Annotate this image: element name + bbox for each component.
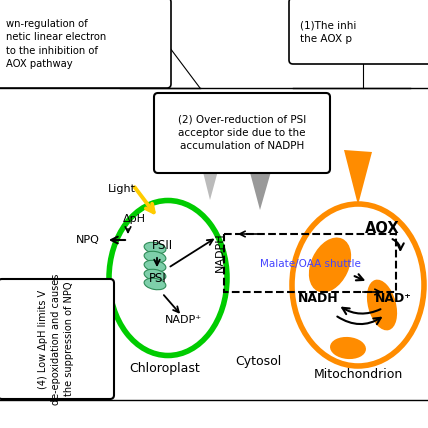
Text: PSII: PSII — [152, 238, 172, 252]
Ellipse shape — [144, 251, 166, 263]
Text: AOX: AOX — [365, 220, 399, 235]
Text: NAD⁺: NAD⁺ — [374, 291, 411, 304]
Text: Cytosol: Cytosol — [235, 355, 281, 368]
Ellipse shape — [367, 279, 397, 330]
Ellipse shape — [144, 260, 166, 272]
Text: PSI: PSI — [149, 271, 167, 285]
Text: Malate/OAA shuttle: Malate/OAA shuttle — [259, 259, 360, 269]
Ellipse shape — [144, 242, 166, 254]
Polygon shape — [195, 140, 225, 200]
Text: NADP⁺: NADP⁺ — [164, 315, 202, 325]
Ellipse shape — [144, 269, 166, 281]
Polygon shape — [344, 150, 372, 205]
Ellipse shape — [330, 337, 366, 359]
Text: NADH: NADH — [298, 291, 338, 304]
Text: Light: Light — [108, 184, 136, 194]
FancyBboxPatch shape — [289, 0, 428, 64]
Text: Chloroplast: Chloroplast — [130, 362, 200, 375]
FancyBboxPatch shape — [0, 0, 171, 88]
Text: wn-regulation of
netic linear electron
to the inhibition of
AOX pathway: wn-regulation of netic linear electron t… — [6, 19, 106, 69]
Ellipse shape — [144, 278, 166, 290]
Text: Mitochondrion: Mitochondrion — [313, 368, 403, 381]
Text: (1)The inhi
the AOX p: (1)The inhi the AOX p — [300, 21, 357, 44]
Bar — [224, 234, 396, 292]
Text: (4) Low ΔpH limits V
de-epoxidation and causes
the suppression of NPQ: (4) Low ΔpH limits V de-epoxidation and … — [38, 273, 74, 405]
Text: ΔpH: ΔpH — [122, 214, 146, 224]
FancyBboxPatch shape — [0, 279, 114, 399]
Text: NPQ: NPQ — [76, 235, 100, 245]
Text: (2) Over-reduction of PSI
acceptor side due to the
accumulation of NADPH: (2) Over-reduction of PSI acceptor side … — [178, 115, 306, 151]
Text: NADPH: NADPH — [215, 232, 225, 272]
Polygon shape — [248, 165, 272, 210]
FancyBboxPatch shape — [154, 93, 330, 173]
Ellipse shape — [309, 238, 351, 292]
